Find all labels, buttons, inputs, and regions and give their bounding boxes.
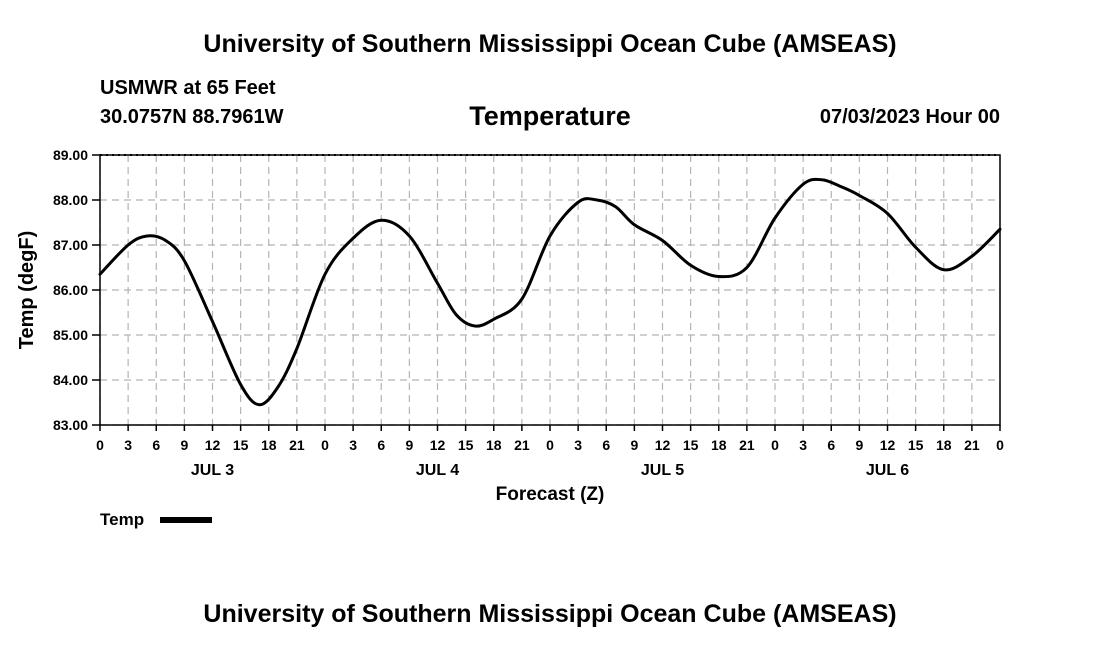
top-title: University of Southern Mississippi Ocean… (203, 30, 897, 58)
chart-grid (99, 154, 1001, 426)
y-tick-label: 88.00 (53, 192, 88, 208)
x-tick-label: 12 (655, 437, 671, 453)
x-tick-label: 18 (936, 437, 952, 453)
x-tick-label: 18 (261, 437, 277, 453)
bottom-title: University of Southern Mississippi Ocean… (203, 600, 897, 628)
chart-title: Temperature (469, 101, 631, 131)
x-tick-label: 12 (205, 437, 221, 453)
x-tick-label: 21 (964, 437, 980, 453)
x-tick-label: 6 (152, 437, 160, 453)
x-tick-label: 15 (233, 437, 249, 453)
x-tick-label: 0 (96, 437, 104, 453)
y-axis: 83.00 84.00 85.00 86.00 87.00 88.00 89.00 (53, 147, 100, 433)
legend-label: Temp (100, 510, 145, 529)
x-tick-label: 0 (771, 437, 779, 453)
x-tick-label: 9 (630, 437, 638, 453)
temperature-chart: 83.00 84.00 85.00 86.00 87.00 88.00 89.00 0 3 6 9… (16, 147, 1004, 505)
x-tick-label: 21 (739, 437, 755, 453)
x-axis: 0 3 6 9 12 15 18 21 0 3 6 9 12 15 18 21 0 3 6 9 12 15 18 21 0 3 6 9… (96, 425, 1004, 453)
x-tick-label: 6 (602, 437, 610, 453)
x-tick-label: 0 (546, 437, 554, 453)
x-tick-label: 18 (711, 437, 727, 453)
y-tick-label: 89.00 (53, 147, 88, 163)
series-line-temp (98, 177, 1002, 407)
legend-line-swatch (160, 517, 212, 523)
x-tick-label: 21 (289, 437, 305, 453)
day-label: JUL 3 (191, 462, 234, 479)
x-tick-label: 3 (349, 437, 357, 453)
y-tick-label: 87.00 (53, 237, 88, 253)
day-label: JUL 5 (641, 462, 684, 479)
x-tick-label: 0 (996, 437, 1004, 453)
x-tick-label: 3 (799, 437, 807, 453)
station-label: USMWR at 65 Feet (100, 77, 276, 99)
x-tick-label: 9 (855, 437, 863, 453)
x-tick-label: 6 (827, 437, 835, 453)
y-tick-label: 86.00 (53, 282, 88, 298)
x-tick-label: 3 (574, 437, 582, 453)
x-tick-label: 3 (124, 437, 132, 453)
coordinates-label: 30.0757N 88.7961W (100, 106, 284, 128)
x-tick-label: 21 (514, 437, 530, 453)
x-tick-label: 9 (180, 437, 188, 453)
y-tick-label: 83.00 (53, 417, 88, 433)
forecast-datetime: 07/03/2023 Hour 00 (819, 106, 1000, 128)
x-tick-label: 12 (430, 437, 446, 453)
y-axis-label: Temp (degF) (16, 231, 38, 350)
day-labels: JUL 3 JUL 4 JUL 5 JUL 6 (191, 462, 909, 479)
x-tick-label: 18 (486, 437, 502, 453)
x-tick-label: 15 (683, 437, 699, 453)
x-tick-label: 6 (377, 437, 385, 453)
day-label: JUL 4 (416, 462, 459, 479)
day-label: JUL 6 (866, 462, 909, 479)
x-tick-label: 12 (880, 437, 896, 453)
x-tick-label: 0 (321, 437, 329, 453)
x-tick-label: 15 (908, 437, 924, 453)
y-tick-label: 84.00 (53, 372, 88, 388)
x-axis-label: Forecast (Z) (496, 484, 605, 505)
x-tick-label: 9 (405, 437, 413, 453)
x-tick-label: 15 (458, 437, 474, 453)
y-tick-label: 85.00 (53, 327, 88, 343)
